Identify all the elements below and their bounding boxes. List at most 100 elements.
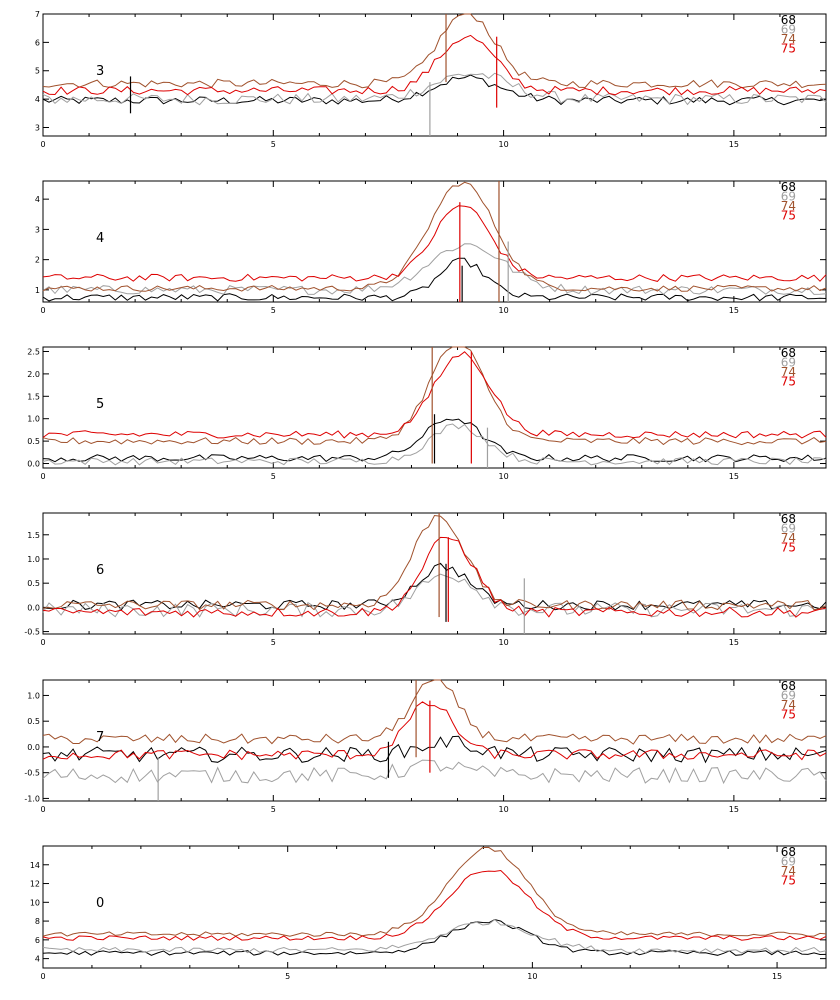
y-tick-label: 4 (35, 955, 40, 964)
y-tick-label: 1 (35, 286, 40, 295)
y-tick-label: 6 (35, 936, 40, 945)
legend-69: 69 (781, 689, 796, 703)
y-tick-label: 7 (35, 10, 40, 19)
legend-74: 74 (781, 531, 796, 545)
series-line-74 (42, 181, 827, 292)
panel-label: 4 (96, 231, 104, 246)
series-line-69 (42, 243, 827, 295)
x-tick-label: 10 (498, 306, 508, 315)
series-line-75 (42, 701, 827, 761)
x-tick-label: 10 (498, 472, 508, 481)
x-tick-label: 15 (729, 638, 739, 647)
x-tick-label: 0 (40, 140, 45, 149)
x-tick-label: 0 (40, 306, 45, 315)
legend-68: 68 (781, 346, 796, 360)
y-tick-label: 10 (30, 898, 40, 907)
y-tick-label: 14 (30, 861, 40, 870)
legend-75: 75 (781, 874, 796, 888)
x-tick-label: 15 (772, 972, 782, 981)
x-tick-label: 5 (271, 472, 276, 481)
legend-68: 68 (781, 13, 796, 27)
legend-74: 74 (781, 365, 796, 379)
y-tick-label: 1.0 (27, 555, 40, 564)
series-line-74 (42, 514, 827, 611)
y-tick-label: 12 (30, 880, 40, 889)
y-tick-label: 1.0 (27, 415, 40, 424)
y-tick-label: 2.5 (27, 347, 40, 356)
y-tick-label: 0.5 (27, 437, 40, 446)
panel-label: 7 (96, 730, 104, 745)
x-tick-label: 15 (729, 805, 739, 814)
legend-74: 74 (781, 32, 796, 46)
legend-75: 75 (781, 708, 796, 722)
series-line-69 (42, 759, 827, 785)
series-line-74 (42, 846, 827, 938)
panel-label: 5 (96, 397, 104, 412)
legend-69: 69 (781, 522, 796, 536)
y-tick-label: 3 (35, 123, 40, 132)
x-tick-label: 10 (498, 140, 508, 149)
y-tick-label: 2 (35, 256, 40, 265)
y-tick-label: 1.5 (27, 531, 40, 540)
x-tick-label: 10 (498, 805, 508, 814)
x-tick-label: 5 (271, 805, 276, 814)
y-tick-label: -1.0 (24, 794, 40, 803)
legend-69: 69 (781, 23, 796, 37)
series-line-69 (42, 72, 827, 106)
legend-75: 75 (781, 541, 796, 555)
y-tick-label: 3 (35, 225, 40, 234)
y-tick-label: 4 (35, 95, 40, 104)
x-tick-label: 0 (40, 638, 45, 647)
plot-frame (42, 180, 827, 303)
series-line-69 (42, 918, 827, 954)
legend-74: 74 (781, 698, 796, 712)
x-tick-label: 5 (285, 972, 290, 981)
legend-68: 68 (781, 845, 796, 859)
series-line-68 (42, 74, 827, 106)
x-tick-label: 10 (498, 638, 508, 647)
y-tick-label: -0.5 (24, 769, 40, 778)
series-line-74 (42, 346, 827, 446)
y-tick-label: 0.5 (27, 717, 40, 726)
series-line-68 (42, 562, 827, 611)
y-tick-label: 0.0 (27, 603, 40, 612)
series-line-68 (42, 257, 827, 302)
series-line-75 (42, 205, 827, 282)
x-tick-label: 0 (40, 972, 45, 981)
x-tick-label: 15 (729, 140, 739, 149)
series-line-74 (42, 679, 827, 745)
y-tick-label: 1.0 (27, 691, 40, 700)
series-line-75 (42, 869, 827, 941)
series-line-75 (42, 536, 827, 618)
y-tick-label: 2.0 (27, 370, 40, 379)
panel-label: 0 (96, 896, 104, 911)
series-line-74 (42, 13, 827, 89)
y-tick-label: 5 (35, 67, 40, 76)
x-tick-label: 15 (729, 306, 739, 315)
x-tick-label: 15 (729, 472, 739, 481)
x-tick-label: 10 (527, 972, 537, 981)
legend-74: 74 (781, 199, 796, 213)
series-line-69 (42, 573, 827, 618)
y-tick-label: 1.5 (27, 392, 40, 401)
x-tick-label: 5 (271, 306, 276, 315)
y-tick-label: 4 (35, 195, 40, 204)
legend-69: 69 (781, 855, 796, 869)
y-tick-label: 6 (35, 38, 40, 47)
legend-69: 69 (781, 356, 796, 370)
series-line-68 (42, 918, 827, 956)
y-tick-label: 0.5 (27, 579, 40, 588)
legend-68: 68 (781, 180, 796, 194)
legend-68: 68 (781, 512, 796, 526)
x-tick-label: 5 (271, 638, 276, 647)
x-tick-label: 5 (271, 140, 276, 149)
plot-frame (42, 13, 827, 137)
series-line-75 (42, 351, 827, 439)
plot-frame (42, 346, 827, 469)
